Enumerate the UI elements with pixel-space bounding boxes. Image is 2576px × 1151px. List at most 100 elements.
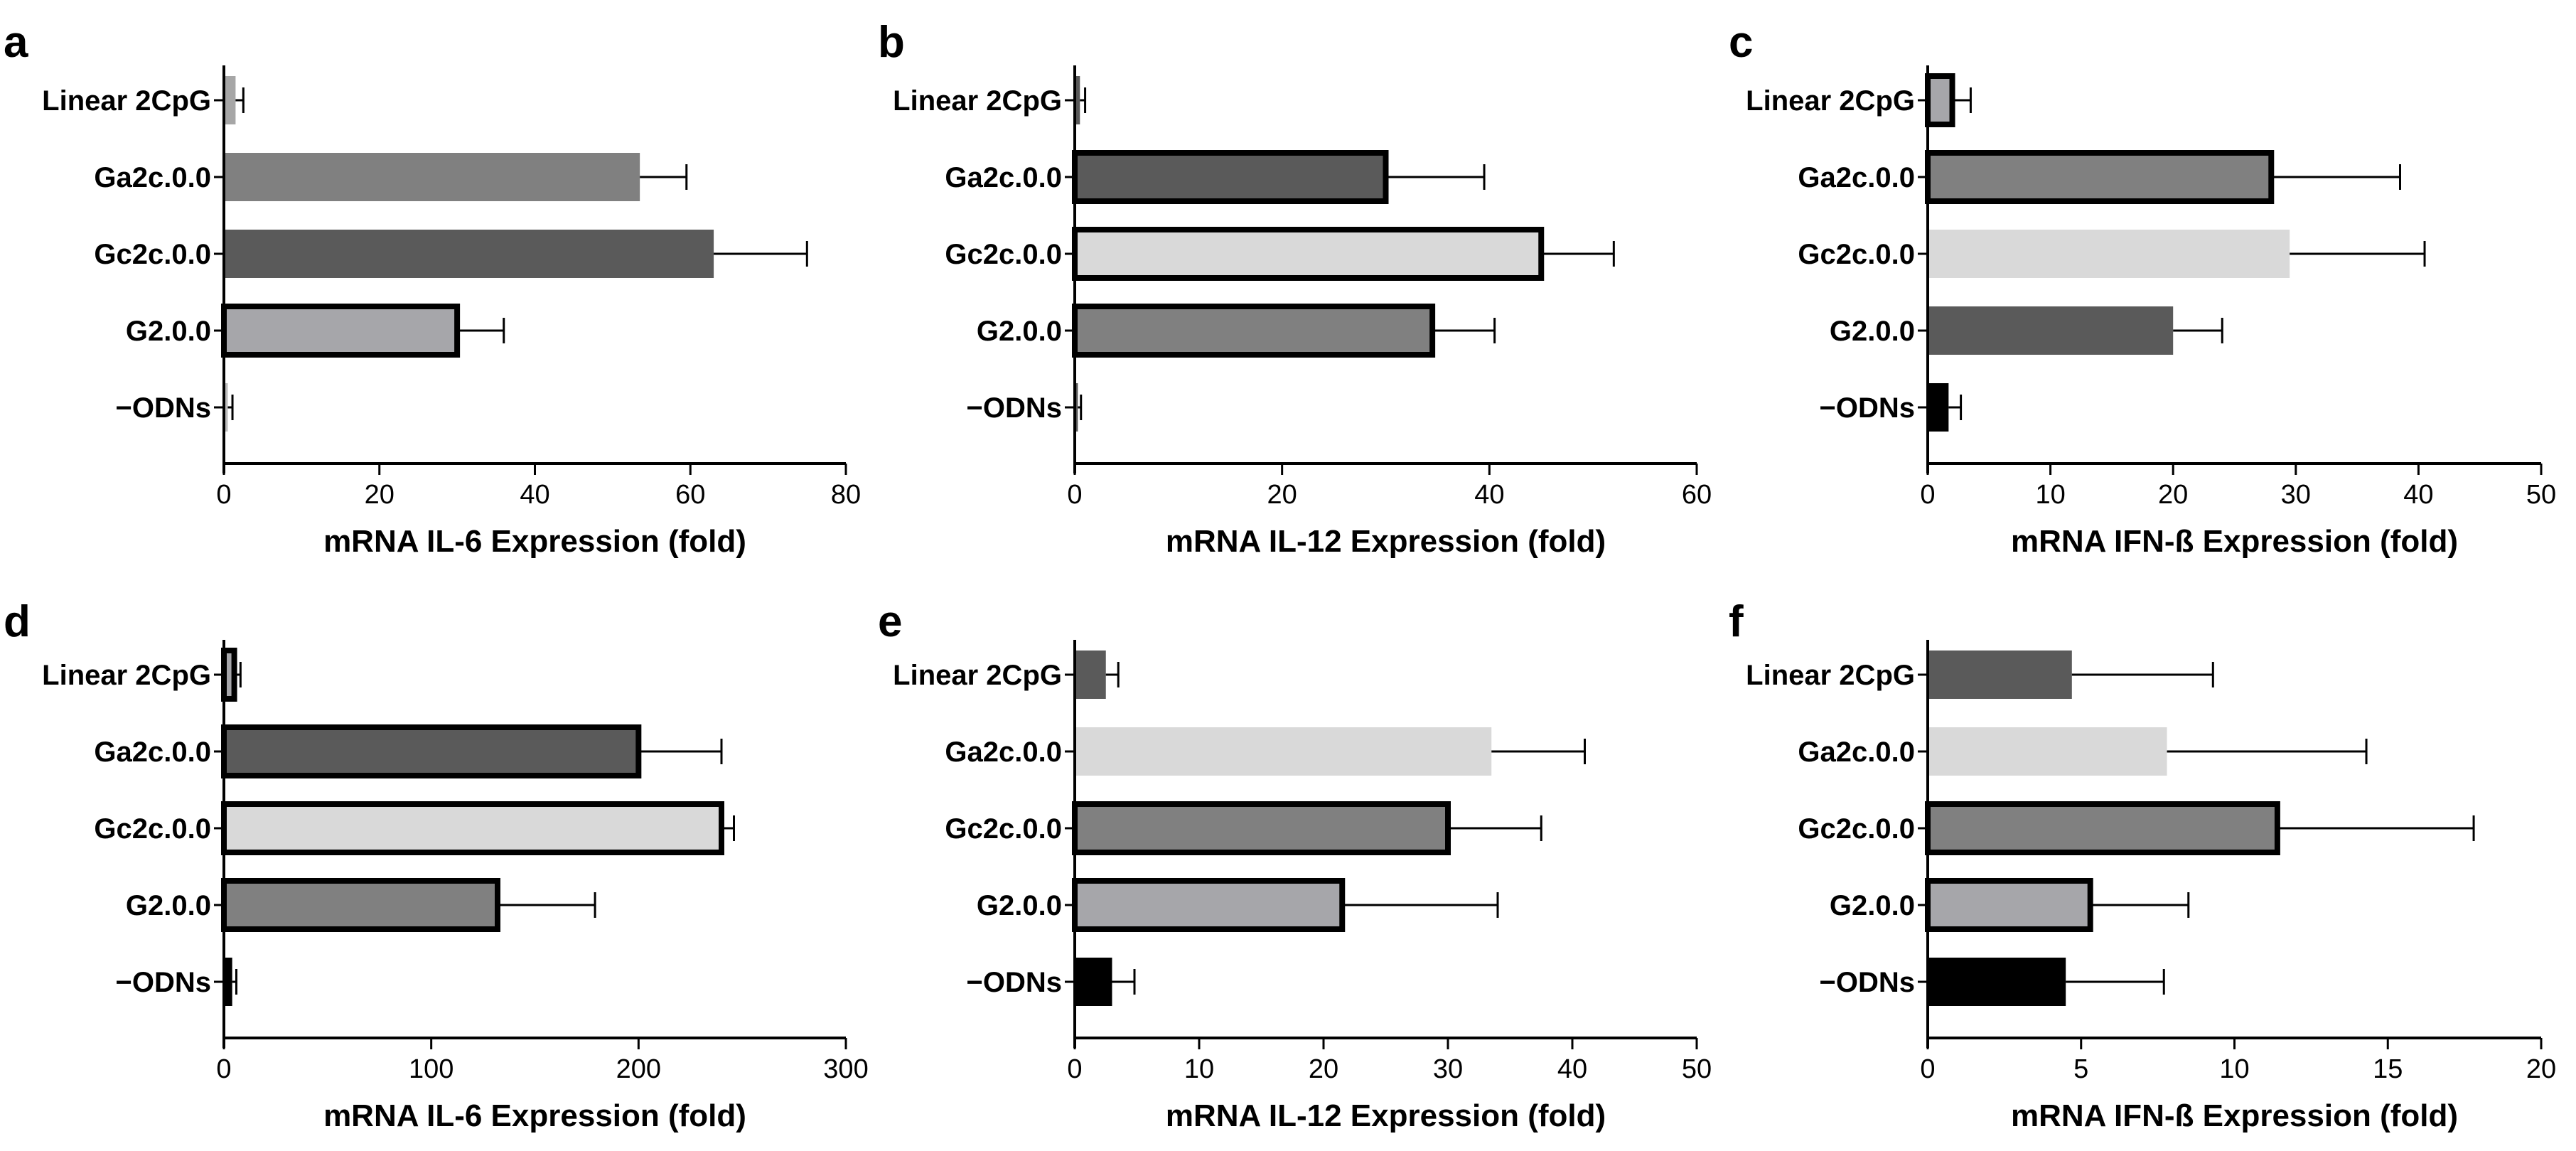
category-label: Ga2c.0.0 <box>94 737 211 768</box>
bar <box>1075 383 1078 432</box>
x-tick-label: 40 <box>2403 480 2433 510</box>
bar <box>1072 801 1451 855</box>
category-label: Linear 2CpG <box>1746 85 1915 117</box>
category-label: −ODNs <box>967 392 1063 424</box>
bar <box>221 801 724 855</box>
x-tick-label: 0 <box>1920 1054 1935 1084</box>
x-tick-label: 20 <box>2158 480 2188 510</box>
x-tick-label: 20 <box>365 480 395 510</box>
x-axis-title: mRNA IL-12 Expression (fold) <box>1166 524 1606 559</box>
category-label: Gc2c.0.0 <box>94 813 211 845</box>
panel-letter: e <box>878 597 902 646</box>
category-label: −ODNs <box>1820 967 1916 998</box>
category-label: Gc2c.0.0 <box>1798 239 1915 270</box>
category-label: Ga2c.0.0 <box>1798 737 1915 768</box>
x-tick-label: 40 <box>1474 480 1504 510</box>
bar <box>1072 878 1346 932</box>
bar <box>1072 304 1436 358</box>
x-axis-title: mRNA IL-6 Expression (fold) <box>323 1098 746 1133</box>
panel-c: c Linear 2CpG Ga2c.0.0 Gc2c.0.0 G2.0.0 −ODNs 0… <box>1729 18 2556 559</box>
category-label: G2.0.0 <box>1830 890 1915 921</box>
x-tick-label: 40 <box>1557 1054 1587 1084</box>
bar <box>221 304 461 358</box>
bar <box>1075 76 1080 124</box>
bar <box>1925 73 1955 127</box>
category-label: −ODNs <box>967 967 1063 998</box>
bar <box>221 724 642 778</box>
bar <box>224 958 232 1006</box>
x-tick-label: 50 <box>1682 1054 1712 1084</box>
panel-letter: d <box>4 597 31 646</box>
x-tick-label: 0 <box>216 480 231 510</box>
panel-letter: a <box>4 18 28 67</box>
bar <box>1925 878 2093 932</box>
x-tick-label: 0 <box>216 1054 231 1084</box>
bar <box>1928 383 1949 432</box>
category-label: Linear 2CpG <box>42 660 211 691</box>
x-tick-label: 80 <box>831 480 861 510</box>
x-tick-label: 50 <box>2526 480 2556 510</box>
bar <box>1925 150 2275 204</box>
category-label: Linear 2CpG <box>1746 660 1915 691</box>
panel-e: e Linear 2CpG Ga2c.0.0 Gc2c.0.0 G2.0.0 −ODNs 0… <box>878 597 1712 1133</box>
bar <box>224 383 228 432</box>
category-label: Ga2c.0.0 <box>1798 162 1915 193</box>
x-tick-label: 20 <box>1309 1054 1338 1084</box>
panel-d: d Linear 2CpG Ga2c.0.0 Gc2c.0.0 G2.0.0 −ODNs 0… <box>4 597 869 1133</box>
x-tick-label: 10 <box>1184 1054 1214 1084</box>
x-tick-label: 30 <box>1433 1054 1463 1084</box>
category-label: −ODNs <box>116 392 212 424</box>
panel-letter: c <box>1729 18 1753 67</box>
x-tick-label: 30 <box>2281 480 2311 510</box>
bar <box>224 76 236 124</box>
category-label: Gc2c.0.0 <box>1798 813 1915 845</box>
x-tick-label: 0 <box>1067 480 1082 510</box>
category-label: −ODNs <box>1820 392 1916 424</box>
category-label: G2.0.0 <box>1830 316 1915 347</box>
bar <box>1928 727 2167 776</box>
x-axis-title: mRNA IL-12 Expression (fold) <box>1166 1098 1606 1133</box>
x-tick-label: 0 <box>1067 1054 1082 1084</box>
bar <box>1075 727 1492 776</box>
x-tick-label: 10 <box>2219 1054 2249 1084</box>
bar <box>1075 958 1112 1006</box>
x-tick-label: 200 <box>616 1054 661 1084</box>
x-axis-title: mRNA IFN-ß Expression (fold) <box>2011 1098 2458 1133</box>
x-tick-label: 60 <box>675 480 705 510</box>
bar <box>224 153 640 201</box>
category-label: Linear 2CpG <box>42 85 211 117</box>
category-label: Linear 2CpG <box>893 660 1062 691</box>
bar <box>1072 150 1389 204</box>
bar <box>1925 801 2280 855</box>
panel-letter: f <box>1729 597 1744 646</box>
bar <box>1928 958 2066 1006</box>
category-label: Ga2c.0.0 <box>94 162 211 193</box>
category-label: G2.0.0 <box>977 890 1062 921</box>
bar <box>1075 651 1106 699</box>
x-tick-label: 40 <box>520 480 549 510</box>
x-axis-title: mRNA IL-6 Expression (fold) <box>323 524 746 559</box>
category-label: Ga2c.0.0 <box>945 162 1062 193</box>
panel-a: a Linear 2CpG Ga2c.0.0 Gc2c.0.0 G2.0.0 −ODNs 0… <box>4 18 861 559</box>
x-tick-label: 10 <box>2035 480 2065 510</box>
category-label: G2.0.0 <box>126 890 211 921</box>
bar <box>221 878 500 932</box>
category-label: Linear 2CpG <box>893 85 1062 117</box>
category-label: G2.0.0 <box>126 316 211 347</box>
bar <box>224 230 714 278</box>
x-axis-title: mRNA IFN-ß Expression (fold) <box>2011 524 2458 559</box>
x-tick-label: 5 <box>2073 1054 2088 1084</box>
bar <box>1928 306 2174 355</box>
panel-b: b Linear 2CpG Ga2c.0.0 Gc2c.0.0 G2.0.0 −ODNs 0… <box>878 18 1712 559</box>
bar <box>1928 651 2072 699</box>
x-tick-label: 20 <box>2526 1054 2556 1084</box>
category-label: Ga2c.0.0 <box>945 737 1062 768</box>
x-tick-label: 300 <box>823 1054 868 1084</box>
category-label: G2.0.0 <box>977 316 1062 347</box>
x-tick-label: 20 <box>1267 480 1297 510</box>
category-label: Gc2c.0.0 <box>945 813 1062 845</box>
bar <box>1072 227 1545 281</box>
x-tick-label: 100 <box>409 1054 454 1084</box>
